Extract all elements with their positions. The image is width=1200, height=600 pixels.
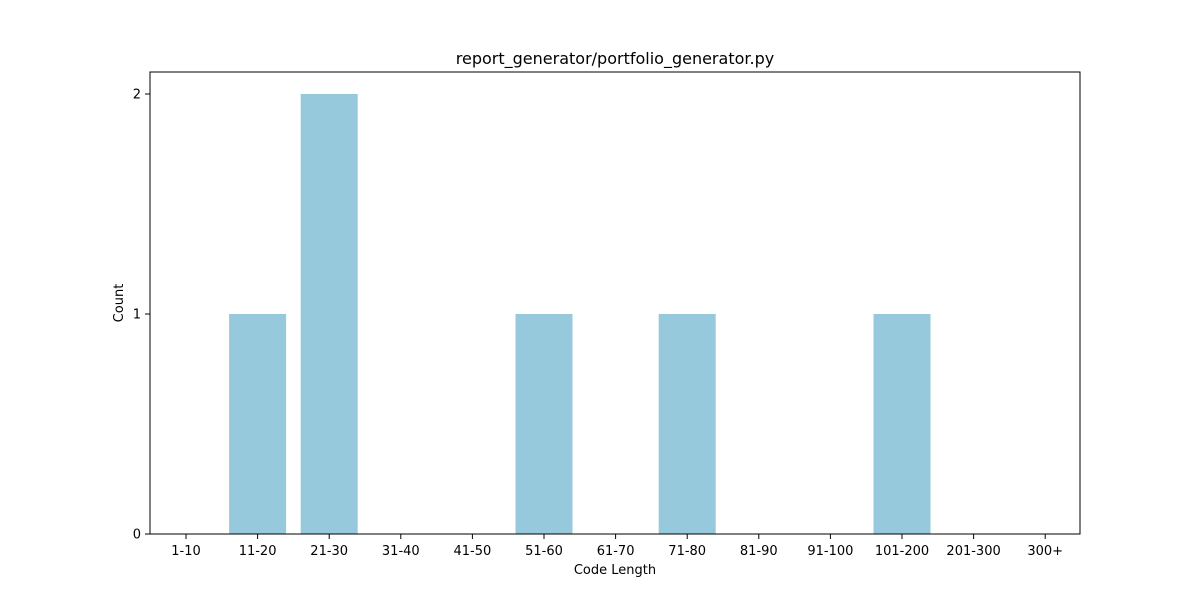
y-tick-label: 0	[133, 528, 141, 543]
y-tick-label: 1	[133, 308, 141, 323]
bars-group	[229, 94, 931, 534]
y-tick-label: 2	[133, 88, 141, 103]
bar-51-60	[515, 314, 573, 534]
x-axis-ticks: 1-10 11-20 21-30 31-40 41-50 51-60 61-70 71-80 8…	[171, 534, 1063, 559]
x-tick-label: 41-50	[454, 544, 492, 559]
bar-11-20	[229, 314, 287, 534]
x-tick-label: 101-200	[875, 544, 929, 559]
x-tick-label: 201-300	[946, 544, 1000, 559]
y-axis-label: Count	[112, 284, 127, 323]
x-tick-label: 31-40	[382, 544, 420, 559]
bar-101-200	[873, 314, 931, 534]
x-tick-label: 51-60	[525, 544, 563, 559]
plot-frame	[149, 71, 1081, 535]
x-tick-label: 61-70	[597, 544, 635, 559]
x-tick-label: 21-30	[310, 544, 348, 559]
x-tick-label: 1-10	[171, 544, 201, 559]
x-tick-label: 71-80	[668, 544, 706, 559]
bar-71-80	[658, 314, 716, 534]
x-tick-label: 300+	[1027, 544, 1063, 559]
bar-21-30	[300, 94, 358, 534]
chart-title: report_generator/portfolio_generator.py	[456, 49, 774, 69]
x-tick-label: 91-100	[807, 544, 853, 559]
x-axis-label: Code Length	[574, 563, 656, 578]
x-tick-label: 11-20	[239, 544, 277, 559]
y-axis-ticks: 0 1 2	[133, 88, 150, 543]
x-tick-label: 81-90	[740, 544, 778, 559]
